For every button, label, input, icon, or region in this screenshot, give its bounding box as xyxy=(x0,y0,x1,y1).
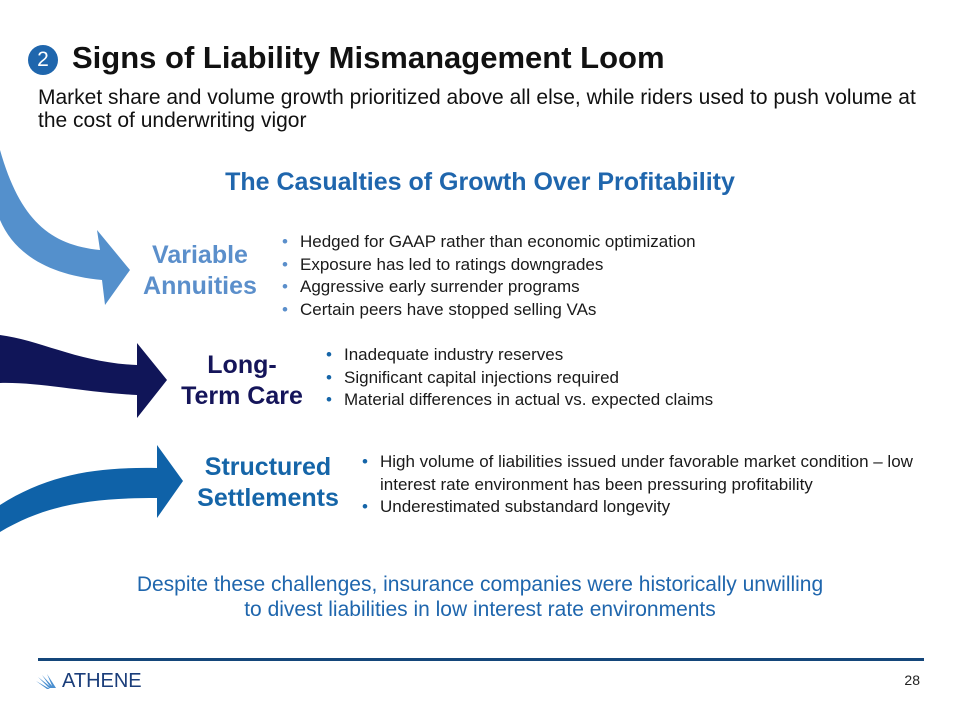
arrow-variable-annuities xyxy=(0,150,130,305)
label-line: Annuities xyxy=(143,272,257,300)
logo-text: ATHENE xyxy=(62,670,142,692)
arrows-graphic xyxy=(0,150,183,532)
list-item: Exposure has led to ratings downgrades xyxy=(280,254,696,277)
section-title: The Casualties of Growth Over Profitabil… xyxy=(225,168,735,196)
label-line: Long- xyxy=(207,351,277,379)
athene-wing-icon xyxy=(36,673,56,689)
category-label-long-term-care: Long- Term Care xyxy=(172,350,312,412)
list-item: Underestimated substandard longevity xyxy=(360,496,940,519)
page-number: 28 xyxy=(904,672,920,688)
bullet-list-structured-settlements: High volume of liabilities issued under … xyxy=(360,451,940,519)
athene-logo: ATHENE xyxy=(36,670,142,693)
page-title: Signs of Liability Mismanagement Loom xyxy=(72,40,665,75)
category-label-structured-settlements: Structured Settlements xyxy=(188,452,348,514)
label-line: Settlements xyxy=(197,484,339,512)
section-number-badge: 2 xyxy=(28,45,58,75)
arrow-long-term-care xyxy=(0,335,167,418)
conclusion-body: Despite these challenges, insurance comp… xyxy=(136,573,824,621)
conclusion-text: Despite these challenges, insurance comp… xyxy=(0,572,960,622)
label-line: Variable xyxy=(152,241,248,269)
bullet-list-variable-annuities: Hedged for GAAP rather than economic opt… xyxy=(280,231,696,321)
category-label-variable-annuities: Variable Annuities xyxy=(135,240,265,302)
list-item: Hedged for GAAP rather than economic opt… xyxy=(280,231,696,254)
bullet-list-long-term-care: Inadequate industry reserves Significant… xyxy=(324,344,713,412)
footer-divider xyxy=(38,658,924,661)
list-item: Significant capital injections required xyxy=(324,367,713,390)
label-line: Term Care xyxy=(181,382,303,410)
arrow-structured-settlements xyxy=(0,445,183,532)
page-subtitle: Market share and volume growth prioritiz… xyxy=(38,86,916,132)
label-line: Structured xyxy=(204,453,332,481)
list-item: Aggressive early surrender programs xyxy=(280,276,696,299)
list-item: Material differences in actual vs. expec… xyxy=(324,389,713,412)
list-item: High volume of liabilities issued under … xyxy=(360,451,940,496)
list-item: Inadequate industry reserves xyxy=(324,344,713,367)
list-item: Certain peers have stopped selling VAs xyxy=(280,299,696,322)
